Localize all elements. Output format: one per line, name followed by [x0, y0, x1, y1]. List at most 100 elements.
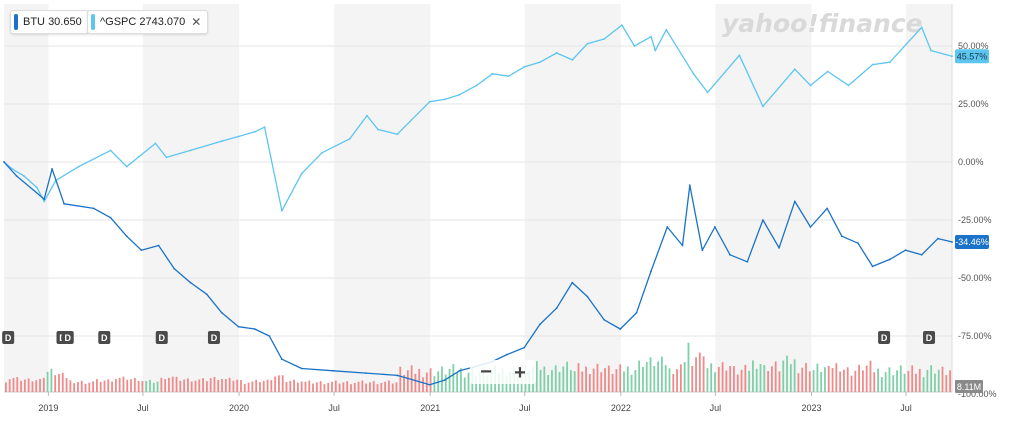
dividend-markers[interactable]: DDDDDDDD — [2, 331, 936, 344]
dividend-marker[interactable] — [155, 331, 168, 344]
volume-bar — [334, 380, 337, 392]
zoom-in-button[interactable]: + — [514, 362, 526, 384]
btu-point — [666, 226, 669, 228]
gspc-point — [220, 140, 223, 143]
volume-bar — [224, 379, 227, 392]
period-band — [334, 4, 431, 392]
gspc-point — [654, 49, 657, 52]
volume-bar — [259, 382, 261, 392]
horizontal-gridlines — [4, 4, 953, 393]
volume-bar — [714, 372, 716, 392]
dividend-marker[interactable] — [98, 331, 111, 344]
volume-bar — [865, 365, 868, 392]
volume-bar — [721, 362, 724, 392]
volume-bar — [797, 373, 800, 392]
volume-bar — [642, 366, 644, 392]
gspc-point — [428, 100, 431, 103]
btu-point — [904, 249, 907, 252]
y-tick-label: 50.00% — [958, 41, 989, 51]
dividend-marker[interactable] — [207, 331, 220, 344]
volume-bar — [96, 379, 98, 392]
dividend-marker[interactable] — [923, 331, 936, 344]
gspc-point — [920, 26, 923, 29]
btu-point — [15, 175, 18, 177]
gspc-point — [706, 91, 709, 94]
volume-last-badge: 8.11M — [957, 382, 981, 392]
btu-point — [936, 237, 939, 240]
volume-bar — [630, 374, 633, 392]
x-tick-label: 2019 — [38, 403, 58, 413]
volume-bar — [42, 377, 45, 392]
volume-bar — [926, 369, 929, 392]
volume-bar — [748, 370, 751, 392]
volume-bar — [65, 378, 68, 392]
x-tick-label: Jul — [710, 403, 722, 413]
volume-bar — [372, 381, 375, 392]
yahoo-finance-watermark: yahoo!finance — [722, 9, 923, 38]
gspc-point — [650, 35, 653, 38]
volume-bar — [20, 380, 22, 392]
volume-bar — [831, 367, 834, 392]
volume-bar — [365, 383, 368, 392]
volume-bar — [54, 375, 57, 392]
dividend-label: D — [5, 333, 12, 343]
volume-bar — [607, 365, 610, 392]
volume-bar — [649, 357, 652, 392]
x-tick-label: 2021 — [420, 403, 440, 413]
volume-last-badge-bg — [955, 380, 983, 393]
volume-bar — [869, 360, 872, 392]
btu-point — [555, 307, 558, 310]
close-icon[interactable]: ✕ — [191, 15, 202, 29]
y-tick-label: -50.00% — [958, 273, 992, 283]
btu-point — [63, 202, 65, 205]
gspc-point — [793, 68, 796, 71]
legend-chip-gspc[interactable]: ^GSPC 2743.070 ✕ — [87, 10, 209, 34]
volume-bar — [228, 377, 231, 392]
dividend-marker[interactable] — [2, 331, 15, 344]
volume-bar — [61, 372, 64, 392]
volume-bar — [843, 369, 845, 392]
btu-point — [109, 216, 112, 219]
x-tick-label: 2020 — [229, 403, 249, 413]
volume-bar — [937, 369, 940, 392]
volume-bar — [300, 381, 303, 392]
gspc-last-badge: 45.57% — [957, 51, 988, 61]
volume-bar — [657, 361, 660, 392]
gspc-point — [165, 156, 168, 159]
gspc-point — [809, 84, 812, 87]
btu-point — [729, 253, 731, 256]
volume-bar — [323, 384, 326, 392]
volume-bar — [558, 371, 561, 392]
btu-point — [173, 267, 176, 270]
volume-bar — [289, 380, 292, 392]
volume-bar — [918, 368, 921, 392]
zoom-out-button[interactable]: − — [480, 361, 492, 383]
volume-bar — [535, 361, 538, 392]
volume-bar — [84, 383, 87, 392]
btu-point — [253, 328, 256, 330]
volume-bar — [755, 368, 758, 392]
volume-bar — [183, 379, 186, 392]
gspc-point — [603, 38, 606, 40]
alternating-period-bands — [4, 4, 952, 392]
price-series-lines[interactable] — [3, 24, 953, 386]
dividend-marker[interactable] — [61, 331, 74, 344]
dividend-marker[interactable] — [878, 331, 891, 344]
gspc-point — [300, 172, 303, 175]
volume-bar — [562, 366, 565, 392]
btu-point — [688, 184, 691, 187]
volume-bar — [406, 370, 409, 392]
volume-bar — [573, 371, 576, 392]
volume-bar — [664, 365, 667, 392]
volume-bar — [896, 370, 898, 392]
legend-chip-btu[interactable]: BTU 30.650 — [10, 10, 89, 34]
volume-bar — [88, 382, 91, 392]
volume-bar — [934, 373, 936, 392]
btu-point — [793, 200, 796, 203]
gspc-point — [154, 142, 157, 145]
btu-point — [650, 270, 653, 272]
volume-bar — [380, 382, 383, 392]
volume-bar — [122, 376, 125, 392]
volume-bar — [99, 381, 102, 392]
